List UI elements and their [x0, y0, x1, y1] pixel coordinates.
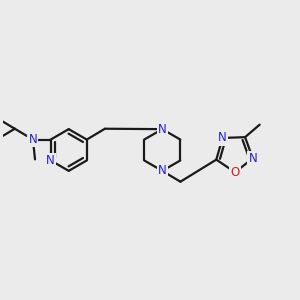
Text: O: O: [230, 166, 240, 179]
Text: N: N: [158, 164, 167, 177]
Text: N: N: [218, 131, 227, 144]
Text: N: N: [46, 154, 55, 167]
Text: N: N: [248, 152, 257, 165]
Text: N: N: [28, 133, 37, 146]
Text: N: N: [158, 123, 167, 136]
